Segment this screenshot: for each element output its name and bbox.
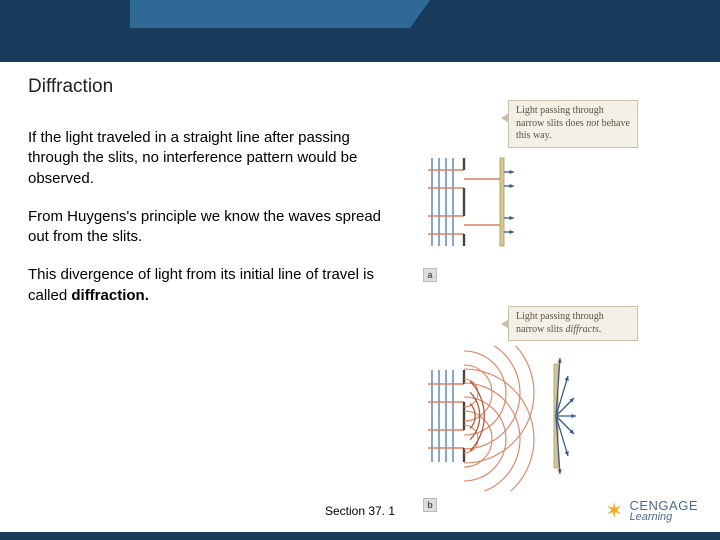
logo-text: CENGAGE Learning <box>629 499 698 523</box>
logo-sub: Learning <box>629 512 698 523</box>
text-column: If the light traveled in a straight line… <box>28 128 388 324</box>
brand-logo: ✶ CENGAGE Learning <box>605 498 698 524</box>
footer-bar <box>0 532 720 540</box>
figure-column: Light passing through narrow slits does … <box>388 128 692 324</box>
header-accent <box>130 0 410 28</box>
paragraph-3: This divergence of light from its initia… <box>28 265 388 306</box>
figure-a-diagram <box>428 138 523 268</box>
star-icon: ✶ <box>605 498 623 524</box>
caption-b: Light passing through narrow slits diffr… <box>508 306 638 341</box>
label-a: a <box>423 268 437 282</box>
paragraph-1: If the light traveled in a straight line… <box>28 128 388 189</box>
figure-b-diagram <box>428 346 588 491</box>
content-area: Diffraction If the light traveled in a s… <box>0 62 720 324</box>
term-diffraction: diffraction. <box>71 287 149 304</box>
slide-title: Diffraction <box>28 76 692 98</box>
paragraph-2: From Huygens's principle we know the wav… <box>28 207 388 248</box>
header-bar <box>0 0 720 62</box>
body-row: If the light traveled in a straight line… <box>28 128 692 324</box>
caption-a: Light passing through narrow slits does … <box>508 100 638 148</box>
